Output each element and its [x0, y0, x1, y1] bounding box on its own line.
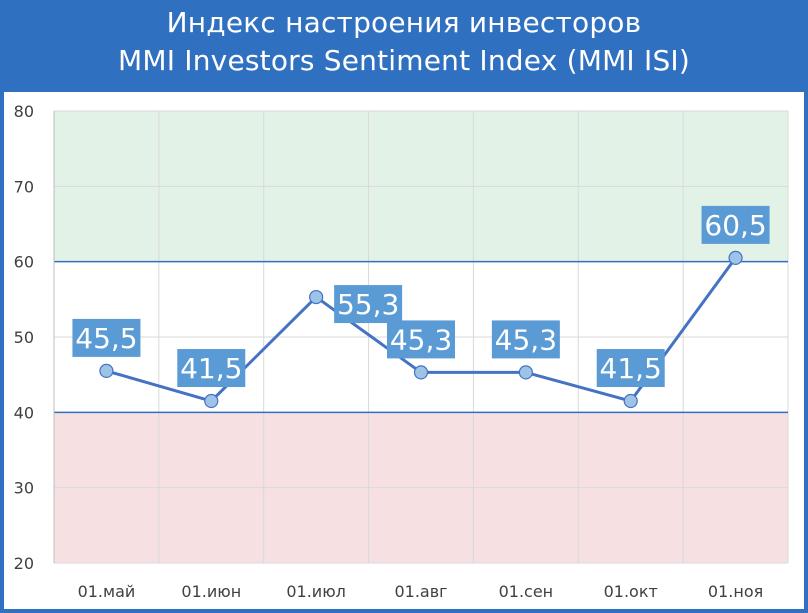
title-line-english: MMI Investors Sentiment Index (MMI ISI): [118, 44, 690, 77]
x-tick-label: 01.авг: [394, 582, 447, 601]
data-point: [518, 365, 533, 380]
data-label-box: [72, 318, 141, 357]
x-tick-label: 01.май: [78, 582, 136, 601]
y-tick-label: 30: [14, 479, 34, 498]
y-tick-label: 20: [14, 554, 34, 573]
data-point: [413, 365, 429, 380]
data-label: 45,3: [387, 320, 455, 359]
title-line-russian: Индекс настроения инвесторов: [166, 6, 642, 39]
axes: 20 30 40 50 60 70 80 01.май 01.июн 01.июл 01.авг 01…: [14, 102, 764, 601]
data-label-box: [701, 205, 770, 244]
data-point: [728, 250, 743, 265]
data-label-text: 41,5: [600, 352, 662, 385]
y-tick-label: 70: [14, 177, 34, 196]
x-tick-label: 01.сен: [499, 582, 554, 601]
data-label-box: [491, 320, 560, 359]
y-tick-label: 40: [14, 403, 34, 422]
chart-title: Индекс настроения инвесторов MMI Investo…: [0, 0, 808, 92]
data-label-box: [596, 349, 665, 388]
data-label: 41,5: [596, 349, 665, 388]
data-points: [99, 250, 743, 409]
data-label-text: 45,3: [390, 323, 452, 356]
data-label: 41,5: [177, 349, 246, 388]
data-label: 45,5: [72, 318, 141, 357]
data-labels: 45,541,555,345,3 45,341,560,5: [72, 205, 770, 388]
data-label: 55,3: [334, 285, 403, 324]
data-point: [99, 363, 114, 378]
data-point: [204, 393, 219, 409]
y-tick-label: 60: [14, 253, 34, 272]
y-tick-label: 50: [14, 328, 34, 347]
data-label-text: 45,3: [495, 323, 557, 356]
data-label-box: [334, 285, 403, 324]
data-label-box: [387, 320, 455, 359]
data-label-text: 60,5: [704, 209, 766, 242]
x-tick-label: 01.ноя: [708, 582, 763, 601]
data-point: [623, 393, 638, 409]
data-label-text: 41,5: [180, 352, 242, 385]
x-tick-label: 01.июн: [181, 582, 241, 601]
x-tick-label: 01.окт: [604, 582, 658, 601]
data-label-box: [177, 349, 246, 388]
x-tick-label: 01.июл: [286, 582, 346, 601]
data-label: 45,3: [491, 320, 560, 359]
data-label-text: 55,3: [337, 288, 399, 321]
y-tick-label: 80: [14, 102, 34, 121]
data-label-text: 45,5: [75, 322, 137, 355]
data-label: 60,5: [701, 205, 770, 244]
data-point: [309, 289, 324, 305]
threshold-lines: [54, 260, 788, 414]
